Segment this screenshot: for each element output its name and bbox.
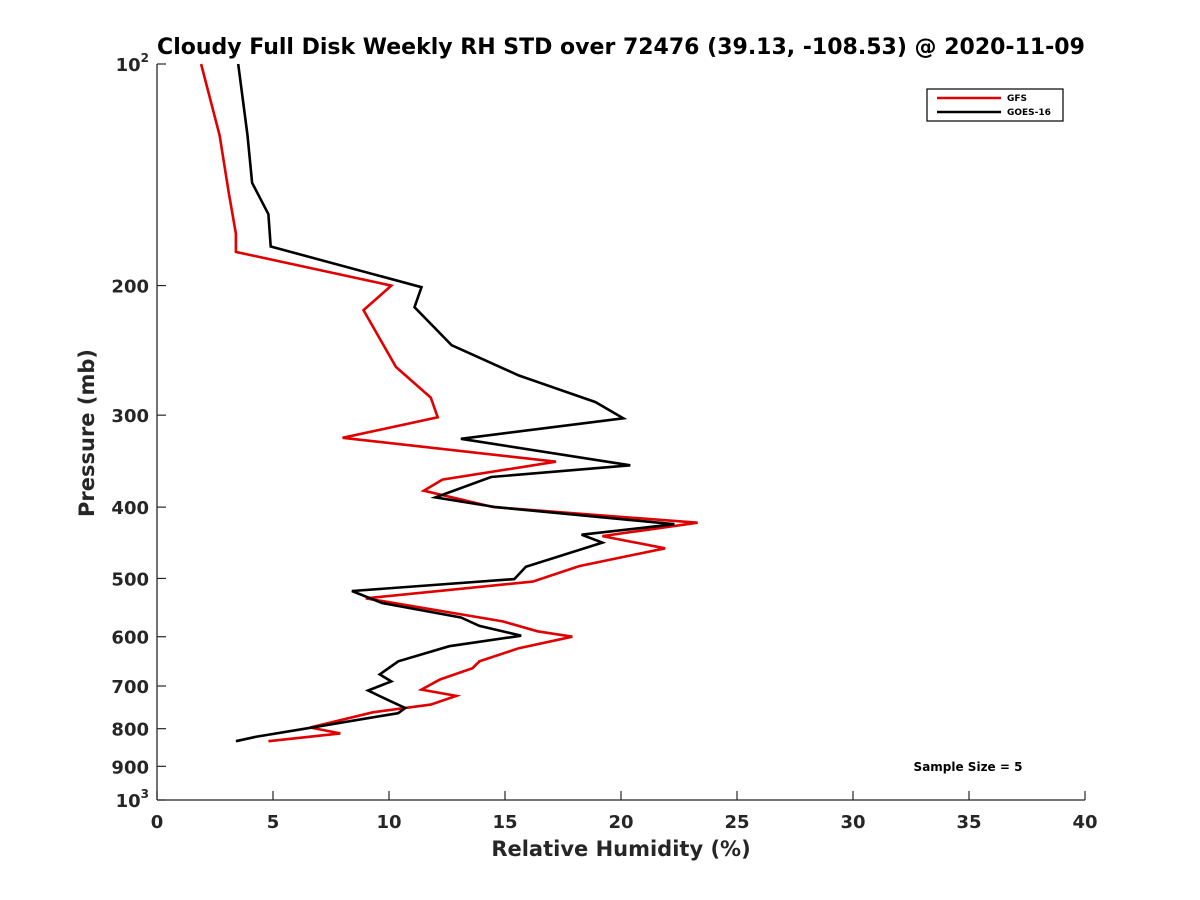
legend-entry: GOES-16 xyxy=(1007,108,1051,118)
y-tick-label: 500 xyxy=(111,569,149,590)
y-axis-label: Pressure (mb) xyxy=(75,349,99,517)
y-tick-label: 400 xyxy=(111,498,149,519)
y-tick-label: 600 xyxy=(111,628,149,649)
sample-size-annotation: Sample Size = 5 xyxy=(914,760,1023,774)
x-tick-label: 30 xyxy=(840,812,865,833)
series-line-goes-16 xyxy=(235,63,675,743)
x-tick-label: 15 xyxy=(492,812,517,833)
y-tick-label: 102 xyxy=(116,51,149,76)
y-tick-label: 700 xyxy=(111,677,149,698)
x-tick-label: 20 xyxy=(608,812,633,833)
y-tick-label: 300 xyxy=(111,406,149,427)
y-tick-label: 900 xyxy=(111,757,149,778)
x-tick-label: 10 xyxy=(376,812,401,833)
x-tick-label: 25 xyxy=(724,812,749,833)
x-axis-label: Relative Humidity (%) xyxy=(491,837,750,861)
legend: GFS GOES-16 xyxy=(926,88,1064,122)
legend-box xyxy=(926,88,1064,122)
x-tick-label: 35 xyxy=(956,812,981,833)
x-tick-label: 40 xyxy=(1072,812,1097,833)
y-tick-label: 103 xyxy=(116,787,149,812)
plot-area: 0 5 10 15 20 25 30 35 40 102 200 300 400 500 600 700 800… xyxy=(111,51,1097,833)
series-line-gfs xyxy=(199,63,698,743)
y-tick-label: 800 xyxy=(111,720,149,741)
legend-entry: GFS xyxy=(1007,94,1027,104)
x-tick-label: 5 xyxy=(267,812,280,833)
x-tick-label: 0 xyxy=(151,812,164,833)
y-tick-label: 200 xyxy=(111,277,149,298)
chart-title: Cloudy Full Disk Weekly RH STD over 7247… xyxy=(157,35,1085,60)
